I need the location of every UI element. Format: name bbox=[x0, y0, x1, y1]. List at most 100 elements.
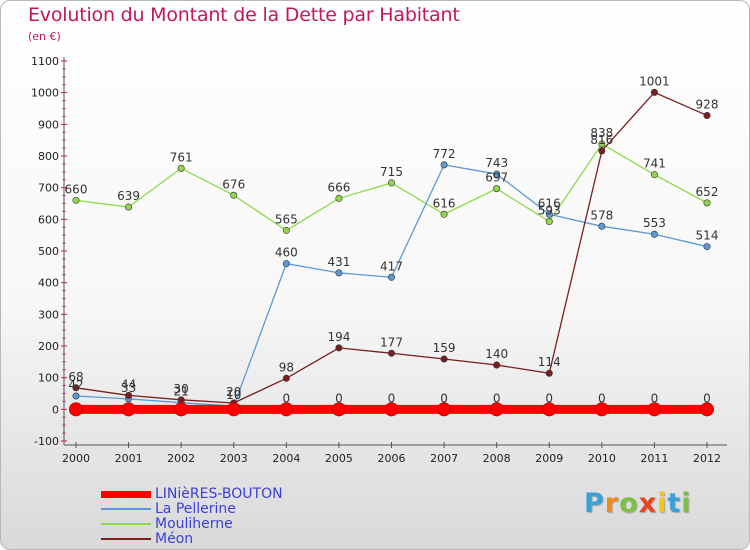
data-point bbox=[598, 140, 606, 148]
legend-swatch bbox=[101, 538, 151, 540]
data-point bbox=[650, 88, 658, 96]
x-tick-label: 2003 bbox=[220, 452, 248, 465]
x-tick-label: 2007 bbox=[430, 452, 458, 465]
y-tick-label: 100 bbox=[38, 372, 59, 385]
data-label: 514 bbox=[696, 229, 719, 243]
legend-item-la-pellerine: La Pellerine bbox=[101, 502, 236, 516]
data-point bbox=[387, 349, 395, 357]
data-label: 98 bbox=[279, 360, 294, 374]
data-label: 772 bbox=[433, 147, 456, 161]
x-tick-label: 2009 bbox=[535, 452, 563, 465]
data-point bbox=[335, 269, 343, 277]
chart-subtitle: (en €) bbox=[28, 30, 61, 43]
data-label: 460 bbox=[275, 246, 298, 260]
data-point bbox=[121, 402, 136, 417]
x-tick-label: 2011 bbox=[640, 452, 668, 465]
y-tick-label: 600 bbox=[38, 213, 59, 226]
data-point bbox=[545, 210, 553, 218]
data-point bbox=[598, 147, 606, 155]
data-point bbox=[282, 374, 290, 382]
y-tick-label: 800 bbox=[38, 150, 59, 163]
proxiti-logo: Proxiti bbox=[584, 488, 692, 519]
data-label: 743 bbox=[485, 156, 508, 170]
data-point bbox=[125, 203, 133, 211]
data-point bbox=[72, 196, 80, 204]
x-tick-label: 2002 bbox=[167, 452, 195, 465]
data-label: 761 bbox=[170, 150, 193, 164]
data-point bbox=[650, 230, 658, 238]
data-label: 0 bbox=[440, 391, 448, 405]
series-line bbox=[75, 164, 708, 407]
x-tick-label: 2004 bbox=[272, 452, 300, 465]
data-label: 10 bbox=[226, 388, 241, 402]
data-label: 838 bbox=[590, 126, 613, 140]
data-label: 0 bbox=[703, 391, 711, 405]
legend-item-linieres-bouton: LINièRES-BOUTON bbox=[101, 487, 283, 501]
data-point bbox=[700, 402, 714, 417]
y-tick-label: 500 bbox=[38, 245, 59, 258]
logo-letter: r bbox=[604, 488, 620, 519]
data-point bbox=[440, 210, 448, 218]
data-label: 616 bbox=[538, 196, 561, 210]
data-point bbox=[69, 402, 83, 417]
data-point bbox=[493, 185, 501, 193]
data-label: 928 bbox=[696, 97, 719, 111]
legend-item-meon: Méon bbox=[101, 532, 193, 546]
data-label: 44 bbox=[121, 377, 136, 391]
data-point bbox=[174, 402, 189, 417]
data-point bbox=[437, 402, 452, 417]
data-point bbox=[598, 222, 606, 230]
x-tick-label: 2010 bbox=[588, 452, 616, 465]
data-point bbox=[282, 260, 290, 268]
data-point bbox=[387, 273, 395, 281]
logo-letter: P bbox=[584, 488, 605, 519]
data-label: 0 bbox=[493, 391, 501, 405]
x-tick-label: 2006 bbox=[378, 452, 406, 465]
data-point bbox=[440, 355, 448, 363]
y-tick-label: 900 bbox=[38, 118, 59, 131]
data-point bbox=[493, 170, 501, 178]
data-label: 676 bbox=[222, 177, 245, 191]
data-label: 666 bbox=[327, 180, 350, 194]
logo-letter: i bbox=[681, 488, 692, 519]
legend-label: La Pellerine bbox=[155, 501, 236, 517]
y-tick-label: 1100 bbox=[31, 55, 59, 68]
data-label: 0 bbox=[283, 391, 291, 405]
logo-letter: x bbox=[638, 488, 658, 519]
data-point bbox=[594, 402, 609, 417]
data-label: 0 bbox=[545, 391, 553, 405]
legend-label: LINièRES-BOUTON bbox=[155, 486, 283, 502]
data-point bbox=[226, 402, 241, 417]
data-label: 431 bbox=[327, 255, 350, 269]
data-point bbox=[703, 199, 711, 207]
data-label: 565 bbox=[275, 212, 298, 226]
data-point bbox=[331, 402, 346, 417]
data-label: 33 bbox=[121, 381, 136, 395]
data-point bbox=[387, 179, 395, 187]
data-point bbox=[440, 161, 448, 169]
data-label: 741 bbox=[643, 157, 666, 171]
y-tick-label: -100 bbox=[34, 435, 59, 448]
chart-title: Evolution du Montant de la Dette par Hab… bbox=[28, 4, 460, 26]
data-label: 194 bbox=[327, 330, 350, 344]
legend-swatch bbox=[101, 523, 151, 525]
data-label: 0 bbox=[651, 391, 659, 405]
data-label: 21 bbox=[174, 385, 189, 399]
data-label: 159 bbox=[433, 341, 456, 355]
y-tick-label: 200 bbox=[38, 340, 59, 353]
data-label: 697 bbox=[485, 171, 508, 185]
data-point bbox=[72, 384, 80, 392]
data-label: 42 bbox=[68, 378, 83, 392]
logo-letter: t bbox=[667, 488, 682, 519]
data-label: 68 bbox=[68, 370, 83, 384]
data-label: 578 bbox=[590, 208, 613, 222]
data-point bbox=[703, 111, 711, 119]
logo-letter: i bbox=[657, 488, 668, 519]
data-point bbox=[230, 191, 238, 199]
x-tick-label: 2005 bbox=[325, 452, 353, 465]
data-point bbox=[335, 344, 343, 352]
x-tick-label: 2001 bbox=[115, 452, 143, 465]
data-point bbox=[489, 402, 504, 417]
legend-label: Méon bbox=[155, 531, 194, 547]
